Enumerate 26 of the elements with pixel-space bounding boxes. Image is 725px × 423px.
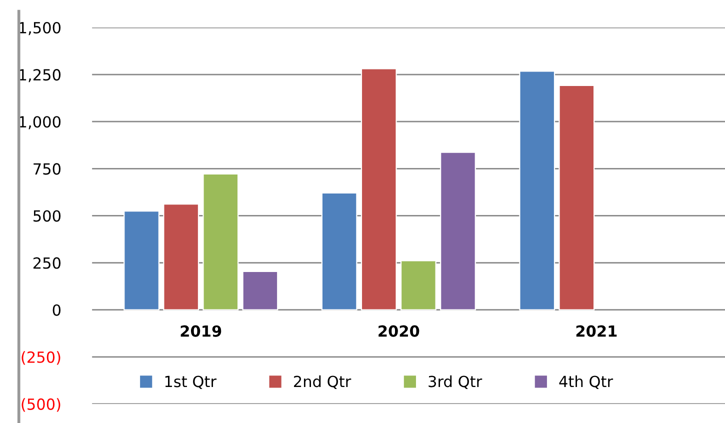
y-tick-label: (250) [22,351,60,365]
bar [321,192,358,310]
legend-label: 1st Qtr [165,376,216,390]
x-tick-label: 2019 [180,325,222,337]
legend-label: 3rd Qtr [428,375,482,390]
y-tick-label: 0 [52,304,61,316]
y-tick-label: 750 [34,163,61,175]
x-tick-label: 2021 [576,325,617,337]
bar [242,270,278,310]
legend-label: 2nd Qtr [294,375,352,390]
bar [519,70,556,310]
y-tick-label: 1,500 [19,22,61,36]
y-tick-label: 500 [34,210,61,222]
y-tick-label: (500) [22,398,60,412]
bar [360,68,397,310]
bar [400,260,436,310]
bar [163,204,200,310]
legend-label: 4th Qtr [559,375,614,390]
y-tick-label: 1,250 [19,69,61,82]
bar [558,84,595,310]
x-tick-label: 2020 [378,325,420,337]
bar [440,152,476,310]
y-tick-label: 250 [33,257,61,269]
bar [124,210,160,310]
y-tick-label: 1,000 [19,116,61,130]
bar [202,173,239,310]
